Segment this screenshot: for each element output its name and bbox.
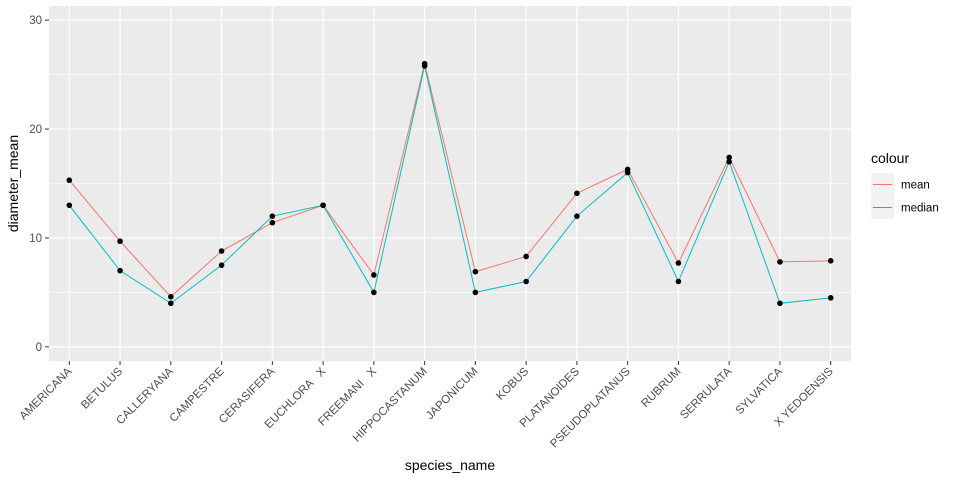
data-point-mean xyxy=(269,219,276,226)
data-points xyxy=(66,60,834,307)
y-tick-label: 0 xyxy=(36,342,42,354)
data-point-mean xyxy=(523,253,529,260)
data-point-median xyxy=(624,169,631,176)
data-point-mean xyxy=(675,260,682,266)
data-point-mean xyxy=(777,259,783,265)
data-point-median xyxy=(320,202,326,209)
legend-title: colour xyxy=(871,150,909,166)
data-point-median xyxy=(523,278,529,285)
data-point-mean xyxy=(168,293,174,300)
series-line-mean xyxy=(68,63,831,298)
y-axis: 0 10 20 30 xyxy=(29,15,49,354)
data-point-median xyxy=(827,295,834,301)
data-point-median xyxy=(117,267,123,274)
series-line-median xyxy=(68,65,831,304)
y-axis-title: diameter_mean xyxy=(5,135,21,232)
legend: colour mean median xyxy=(871,150,939,219)
data-point-median xyxy=(574,213,580,219)
data-point-median xyxy=(168,300,174,307)
data-point-median xyxy=(371,289,377,296)
data-point-mean xyxy=(218,248,225,254)
data-point-median xyxy=(726,158,732,165)
data-point-mean xyxy=(371,272,377,278)
data-point-mean xyxy=(827,258,834,264)
y-tick-label: 20 xyxy=(29,124,42,136)
data-point-mean xyxy=(726,154,732,161)
data-point-median xyxy=(269,213,276,219)
legend-label-median: median xyxy=(901,203,939,215)
data-point-mean xyxy=(66,177,73,184)
data-point-median xyxy=(675,278,682,285)
data-point-median xyxy=(777,300,783,307)
gridlines xyxy=(49,6,851,361)
data-point-mean xyxy=(117,238,123,245)
x-axis-title: species_name xyxy=(405,457,495,473)
data-point-median xyxy=(218,262,225,268)
data-point-median xyxy=(66,202,73,209)
legend-label-mean: mean xyxy=(901,180,930,192)
data-point-mean xyxy=(574,190,580,197)
data-point-median xyxy=(472,289,479,296)
data-point-mean xyxy=(472,268,479,275)
data-point-median xyxy=(421,63,428,69)
y-tick-label: 10 xyxy=(29,233,42,245)
y-tick-label: 30 xyxy=(29,15,42,27)
series-lines xyxy=(68,63,831,304)
